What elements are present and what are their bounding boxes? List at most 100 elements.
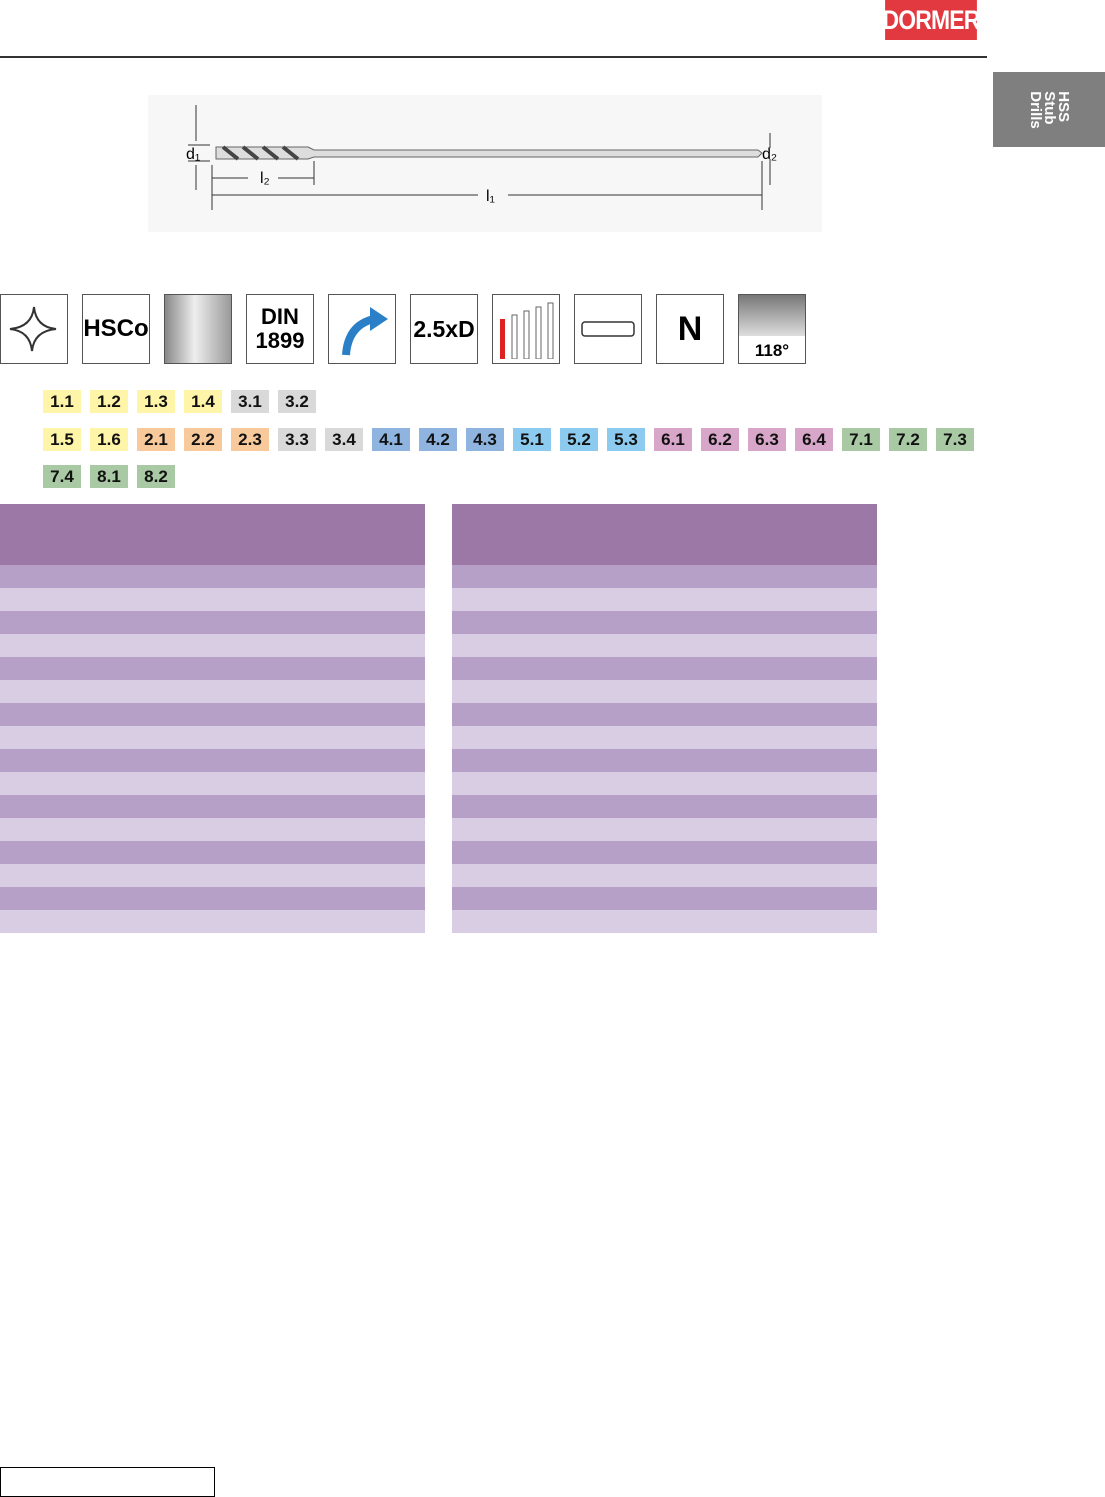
finish-icon [164, 294, 232, 364]
table-row [452, 588, 877, 611]
material-chip: 6.1 [654, 428, 692, 451]
material-chip: 2.2 [184, 428, 222, 451]
table-row [452, 726, 877, 749]
table-row [452, 565, 877, 588]
material-chip: 3.3 [278, 428, 316, 451]
material-chip: 7.2 [889, 428, 927, 451]
material-chip: 6.3 [748, 428, 786, 451]
dim-label: l₂ [260, 170, 270, 187]
dim-label: d₁ [186, 146, 200, 163]
table-row [0, 588, 425, 611]
material-chip: 8.2 [137, 465, 175, 488]
logo: DORMER [883, 0, 980, 40]
chip-row: 1.1 1.2 1.3 1.4 3.1 3.2 [43, 390, 316, 413]
table-row [0, 749, 425, 772]
material-chip: 7.4 [43, 465, 81, 488]
table-row [0, 772, 425, 795]
chip-row: 1.5 1.6 2.1 2.2 2.3 3.3 3.4 4.1 4.2 4.3 5.1 5.2 5.3 6… [43, 428, 974, 451]
table-row [452, 749, 877, 772]
drills-svg [500, 302, 554, 359]
table-row [0, 887, 425, 910]
footer-box [0, 1467, 215, 1497]
length-icon [492, 294, 560, 364]
standard-top: DIN [261, 304, 299, 329]
drill-flutes [221, 145, 300, 161]
depth-icon: 2.5xD [410, 294, 478, 364]
table-row [452, 703, 877, 726]
point-angle: 118° [754, 341, 790, 360]
chip-row: 7.4 8.1 8.2 [43, 465, 175, 488]
material-chip: 7.3 [936, 428, 974, 451]
material-chip: 1.2 [90, 390, 128, 413]
flute-icon [0, 294, 68, 364]
material-chip: 2.3 [231, 428, 269, 451]
material-chip: 1.4 [184, 390, 222, 413]
table-row [452, 657, 877, 680]
standard-bottom: 1899 [255, 328, 305, 353]
table-row [452, 841, 877, 864]
table-row [452, 611, 877, 634]
table-row [0, 795, 425, 818]
dim-label: l₁ [486, 188, 495, 205]
shank-svg [581, 321, 635, 337]
table-row [452, 910, 877, 933]
material-chip: 2.1 [137, 428, 175, 451]
point-icon: 118° [738, 294, 806, 364]
table-right [452, 504, 877, 933]
table-row [0, 726, 425, 749]
material-chip: 5.3 [607, 428, 645, 451]
material-chip: 4.1 [372, 428, 410, 451]
type-icon: N [656, 294, 724, 364]
table-left [0, 504, 425, 933]
material-chip: 3.4 [325, 428, 363, 451]
table-header [0, 504, 425, 565]
table-row [0, 841, 425, 864]
table-row [0, 680, 425, 703]
side-tab-text: HSS Stub Drills [1027, 90, 1072, 129]
material-chip: 1.6 [90, 428, 128, 451]
table-row [0, 634, 425, 657]
material-chip: 6.4 [795, 428, 833, 451]
material-icon: HSCo [82, 294, 150, 364]
standard-icon: DIN 1899 [246, 294, 314, 364]
material-chip: 1.3 [137, 390, 175, 413]
table-row [452, 887, 877, 910]
header-rule [0, 56, 987, 58]
table-row [0, 910, 425, 933]
table-row [452, 795, 877, 818]
material-chip: 4.2 [419, 428, 457, 451]
helix-icon [328, 294, 396, 364]
table-row [452, 772, 877, 795]
diagram-bg [148, 95, 822, 232]
material-chip: 6.2 [701, 428, 739, 451]
flute-svg [9, 306, 57, 352]
material-chip: 4.3 [466, 428, 504, 451]
table-row [452, 818, 877, 841]
drill-diagram: d₁ d₂ l₂ l₁ [148, 95, 822, 232]
table-row [0, 657, 425, 680]
material-chip: 1.1 [43, 390, 81, 413]
table-row [452, 864, 877, 887]
table-header [452, 504, 877, 565]
material-chip: 1.5 [43, 428, 81, 451]
shank-icon [574, 294, 642, 364]
table-row [0, 703, 425, 726]
tab-line: HSS [1055, 90, 1072, 122]
side-tab: HSS Stub Drills [993, 72, 1105, 147]
tab-line: Drills [1027, 90, 1044, 129]
material-chip: 7.1 [842, 428, 880, 451]
table-row [0, 611, 425, 634]
table-row [0, 565, 425, 588]
table-row [452, 680, 877, 703]
table-row [452, 634, 877, 657]
material-chip: 3.2 [278, 390, 316, 413]
material-chip: 3.1 [231, 390, 269, 413]
dim-label: d₂ [762, 146, 777, 163]
arrow-svg [342, 307, 388, 356]
material-chip: 5.2 [560, 428, 598, 451]
material-chip: 5.1 [513, 428, 551, 451]
drill-body [215, 146, 763, 160]
table-row [0, 818, 425, 841]
material-chip: 8.1 [90, 465, 128, 488]
